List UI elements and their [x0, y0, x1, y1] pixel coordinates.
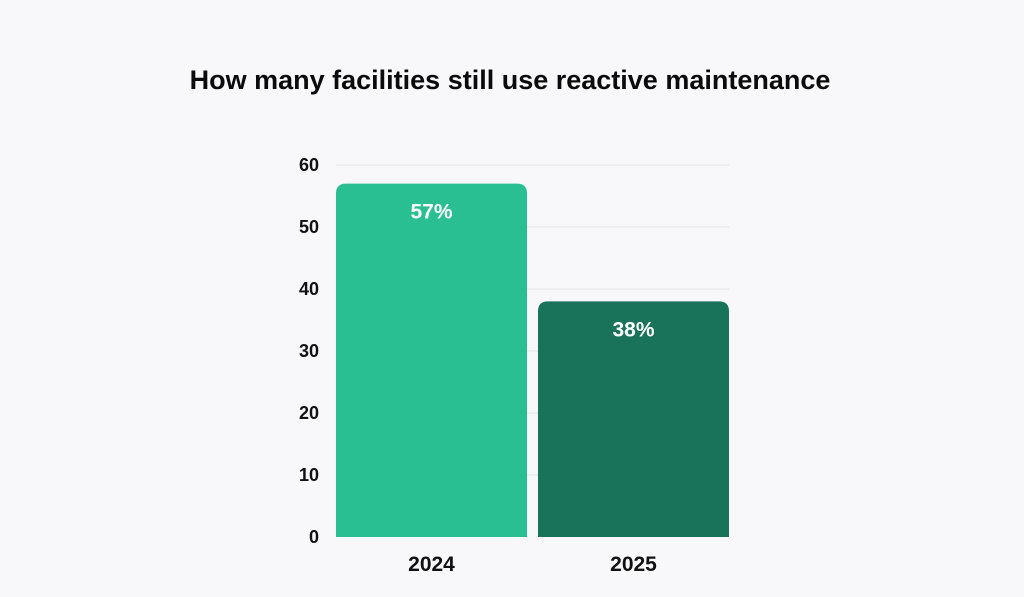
bar-2025: [538, 301, 729, 537]
y-axis-ticks: 0 10 20 30 40 50 60: [299, 155, 319, 547]
y-tick-label: 60: [299, 155, 319, 175]
chart-title: How many facilities still use reactive m…: [190, 65, 831, 95]
x-category-label: 2024: [408, 553, 455, 576]
y-tick-label: 50: [299, 217, 319, 237]
x-axis-labels: 2024 2025: [408, 553, 657, 576]
bar-value-label: 38%: [612, 318, 654, 341]
bars: 57% 38%: [336, 183, 729, 537]
bar-2024: [336, 183, 527, 537]
y-tick-label: 0: [309, 527, 319, 547]
y-tick-label: 40: [299, 279, 319, 299]
y-tick-label: 20: [299, 403, 319, 423]
x-category-label: 2025: [610, 553, 657, 576]
y-tick-label: 10: [299, 465, 319, 485]
y-tick-label: 30: [299, 341, 319, 361]
bar-value-label: 57%: [410, 201, 452, 224]
